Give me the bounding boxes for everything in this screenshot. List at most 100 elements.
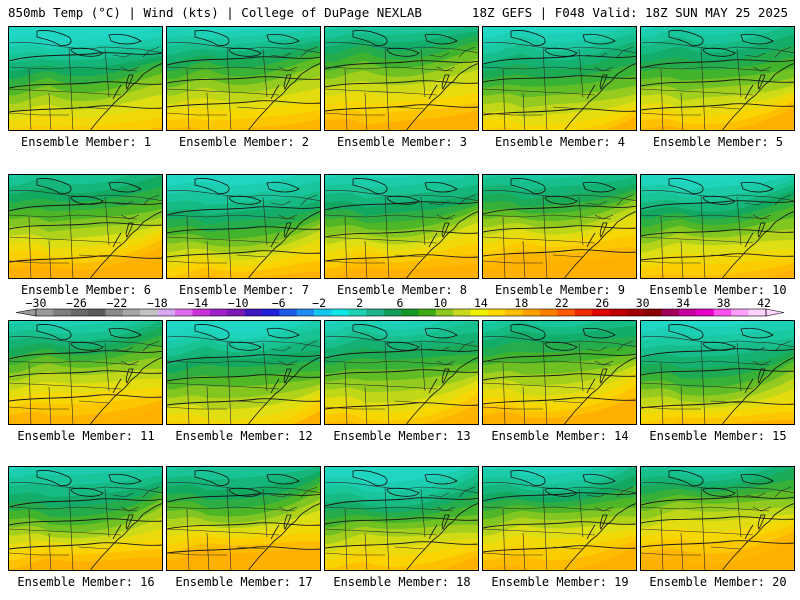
colorbar-swatch xyxy=(36,309,54,316)
state-boundary xyxy=(386,380,390,424)
state-boundary xyxy=(325,236,438,244)
state-boundary xyxy=(120,66,140,72)
coastline-outline xyxy=(36,30,72,46)
state-boundary xyxy=(502,508,506,570)
ensemble-member-label: Ensemble Member: 13 xyxy=(333,429,471,443)
state-boundary xyxy=(710,400,742,404)
temperature-band xyxy=(9,27,126,36)
coastline-outline xyxy=(125,514,134,530)
state-boundary xyxy=(641,88,754,96)
state-boundary xyxy=(394,400,426,404)
state-boundary xyxy=(641,382,754,390)
temperature-band xyxy=(167,467,247,470)
state-boundary xyxy=(641,112,701,116)
coastline-outline xyxy=(586,232,596,248)
state-boundary xyxy=(700,486,704,528)
state-boundary xyxy=(104,342,110,392)
state-boundary xyxy=(325,336,478,347)
coastline-outline xyxy=(544,341,578,351)
isotherm-contour xyxy=(9,350,162,360)
coastline-outline xyxy=(386,341,420,351)
state-boundary xyxy=(9,528,122,536)
state-boundary xyxy=(325,66,454,72)
ensemble-member-label: Ensemble Member: 20 xyxy=(649,575,787,589)
temperature-band xyxy=(641,27,759,38)
state-boundary xyxy=(300,340,318,352)
state-boundary xyxy=(710,254,742,258)
state-boundary xyxy=(78,106,110,110)
state-boundary xyxy=(578,48,584,98)
ensemble-map-panel[interactable] xyxy=(8,26,163,131)
colorbar-swatch xyxy=(453,309,471,316)
colorbar-high-arrow xyxy=(765,308,785,317)
ensemble-map-panel[interactable] xyxy=(166,466,321,571)
coastline-outline xyxy=(283,74,292,90)
state-boundary xyxy=(436,360,456,366)
colorbar-swatch xyxy=(175,309,193,316)
ensemble-map-panel[interactable] xyxy=(640,174,795,279)
state-boundary xyxy=(167,382,280,390)
ensemble-map-panel[interactable] xyxy=(166,26,321,131)
isotherm-contour xyxy=(9,394,162,402)
state-boundary xyxy=(386,86,390,130)
state-boundary xyxy=(167,360,296,366)
temperature-band xyxy=(325,467,437,474)
colorbar-tick-label: 2 xyxy=(356,296,364,310)
colorbar-swatch xyxy=(418,309,437,316)
state-boundary xyxy=(641,528,754,536)
ensemble-map-panel[interactable] xyxy=(324,26,479,131)
isotherm-contour xyxy=(483,353,636,363)
temperature-band xyxy=(325,27,469,38)
coastline-outline xyxy=(270,232,280,248)
state-boundary xyxy=(420,342,426,392)
ensemble-map-panel[interactable] xyxy=(166,320,321,425)
ensemble-member-label: Ensemble Member: 17 xyxy=(175,575,313,589)
temperature-field-map xyxy=(325,467,478,570)
ensemble-map-panel[interactable] xyxy=(324,320,479,425)
isotherm-contour xyxy=(641,253,794,261)
coastline-outline xyxy=(194,178,230,194)
state-boundary xyxy=(616,194,634,206)
ensemble-map-panel[interactable] xyxy=(482,26,637,131)
state-boundary xyxy=(700,194,704,236)
isotherm-contour xyxy=(483,205,636,215)
colorbar-outline xyxy=(35,308,767,317)
isotherm-contour xyxy=(325,201,478,211)
ensemble-map-panel[interactable] xyxy=(8,174,163,279)
ensemble-map-panel[interactable] xyxy=(8,320,163,425)
state-boundary xyxy=(483,112,543,116)
temperature-field-map xyxy=(325,321,478,424)
ensemble-map-panel[interactable] xyxy=(640,26,795,131)
temperature-band xyxy=(641,27,785,47)
isotherm-contour xyxy=(9,81,162,89)
isotherm-contour xyxy=(167,226,320,234)
ensemble-map-panel[interactable] xyxy=(324,174,479,279)
state-boundary xyxy=(578,196,584,246)
ensemble-map-panel[interactable] xyxy=(482,174,637,279)
state-boundary xyxy=(544,380,548,424)
ensemble-member-label: Ensemble Member: 8 xyxy=(336,283,468,297)
state-boundary xyxy=(578,342,584,392)
ensemble-map-panel[interactable] xyxy=(640,320,795,425)
state-boundary xyxy=(594,66,614,72)
coastline-outline xyxy=(599,222,608,238)
coastline-outline xyxy=(228,195,262,205)
isotherm-contour xyxy=(641,229,794,237)
isotherm-contour xyxy=(9,542,162,550)
temperature-band xyxy=(325,321,418,324)
state-boundary xyxy=(344,508,348,570)
ensemble-map-panel[interactable] xyxy=(324,466,479,571)
coastline-outline xyxy=(544,195,578,205)
ensemble-map-panel[interactable] xyxy=(482,466,637,571)
isotherm-contour xyxy=(167,522,320,530)
ensemble-map-panel[interactable] xyxy=(8,466,163,571)
state-boundary xyxy=(9,66,138,72)
ensemble-map-panel[interactable] xyxy=(482,320,637,425)
coastline-outline xyxy=(544,487,578,497)
state-boundary xyxy=(616,340,634,352)
state-boundary xyxy=(752,506,772,512)
ensemble-map-panel[interactable] xyxy=(166,174,321,279)
ensemble-map-panel[interactable] xyxy=(640,466,795,571)
state-boundary xyxy=(428,200,450,206)
coastline-outline xyxy=(406,211,478,278)
